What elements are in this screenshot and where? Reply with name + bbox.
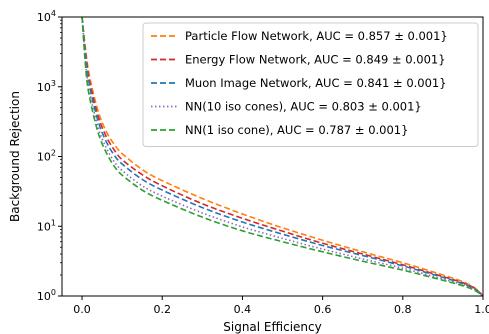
legend-entry-1: Particle Flow Network, AUC = 0.857 ± 0.0…: [185, 29, 448, 43]
legend-entry-3: Muon Image Network, AUC = 0.841 ± 0.001}: [185, 76, 447, 90]
ticks-layer: 0.0 0.2 0.4 0.6 0.8 1.0 100 101 102 103 104: [37, 9, 489, 316]
x-tick-label-6: 1.0: [474, 303, 489, 316]
y-tick-label-3: 102: [37, 149, 56, 164]
legend: Particle Flow Network, AUC = 0.857 ± 0.0…: [142, 22, 479, 147]
legend-entry-5: NN(1 iso cone), AUC = 0.787 ± 0.001}: [185, 123, 408, 137]
x-tick-label-2: 0.2: [153, 303, 171, 316]
y-tick-label-4: 103: [37, 79, 56, 94]
series-layer: [81, 16, 484, 297]
legend-entry-2: Energy Flow Network, AUC = 0.849 ± 0.001…: [185, 53, 446, 67]
legend-frame: [142, 22, 479, 147]
series-line-1: [81, 16, 484, 297]
legend-entry-4: NN(10 iso cones), AUC = 0.803 ± 0.001}: [185, 100, 422, 114]
series-line-5: [81, 16, 484, 297]
y-tick-label-2: 101: [37, 218, 56, 233]
series-line-4: [81, 16, 484, 297]
y-axis-label: Background Rejection: [8, 91, 22, 222]
x-tick-label-3: 0.4: [234, 303, 252, 316]
y-tick-label-5: 104: [37, 9, 56, 24]
x-axis-label: Signal Efficiency: [223, 320, 321, 334]
series-line-3: [81, 16, 484, 297]
x-tick-label-4: 0.6: [314, 303, 332, 316]
x-tick-label-5: 0.8: [394, 303, 412, 316]
series-line-2: [81, 16, 484, 297]
y-tick-label-1: 100: [37, 288, 56, 303]
x-tick-label-1: 0.0: [73, 303, 91, 316]
